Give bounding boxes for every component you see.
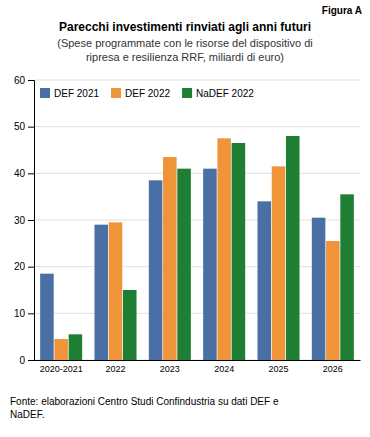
legend-label: NaDEF 2022	[196, 88, 254, 99]
x-axis: 2020-2021 2022 2023 2024 2025 2026	[35, 361, 361, 375]
y-tick: 30	[14, 215, 34, 226]
x-tick: 2023	[160, 364, 180, 374]
bar	[203, 169, 217, 360]
y-tick-mark	[28, 267, 34, 268]
bars	[40, 136, 354, 360]
y-tick-label: 0	[19, 355, 25, 366]
bar	[177, 169, 191, 360]
y-tick-label: 10	[14, 308, 26, 319]
x-axis-line	[35, 360, 361, 361]
legend: DEF 2021 DEF 2022 NaDEF 2022	[40, 88, 254, 99]
bar	[232, 143, 246, 360]
y-tick: 40	[14, 168, 34, 179]
y-tick-mark	[28, 220, 34, 221]
grid-line	[34, 220, 360, 221]
subtitle: (Spese programmate con le risorse del di…	[57, 37, 313, 49]
grid	[34, 80, 360, 360]
bar	[149, 180, 163, 360]
y-tick: 50	[14, 121, 34, 132]
legend-swatch	[40, 88, 50, 98]
bar	[69, 334, 83, 360]
x-tick: 2026	[323, 364, 343, 374]
grid-line	[34, 266, 360, 267]
x-tick-label: 2023	[160, 364, 180, 374]
x-tick: 2020-2021	[40, 364, 83, 374]
bar	[40, 274, 54, 360]
grid-line	[34, 126, 360, 127]
x-tick: 2024	[214, 364, 234, 374]
footnote: Fonte: elaborazioni Centro Studi Confind…	[10, 396, 279, 407]
legend-swatch	[111, 88, 121, 98]
y-tick-label: 30	[14, 215, 26, 226]
bar-series	[69, 136, 354, 360]
x-tick-label: 2024	[214, 364, 234, 374]
footnote: NaDEF.	[10, 409, 44, 420]
y-axis: 0 10 20 30 40 50 60	[14, 75, 35, 366]
grid-line	[34, 173, 360, 174]
y-tick-mark	[28, 127, 34, 128]
y-tick: 20	[14, 261, 34, 272]
bar	[340, 194, 354, 360]
bar	[123, 290, 137, 360]
x-tick-label: 2025	[268, 364, 288, 374]
y-tick-label: 60	[14, 75, 26, 86]
y-tick-mark	[28, 80, 34, 81]
bar	[286, 136, 300, 360]
legend-item: NaDEF 2022	[182, 88, 254, 99]
y-tick-label: 20	[14, 261, 26, 272]
bar	[54, 339, 68, 360]
grid-line	[34, 80, 360, 81]
bar	[217, 138, 231, 360]
y-tick-mark	[28, 360, 34, 361]
grid-line	[34, 313, 360, 314]
title: Parecchi investimenti rinviati agli anni…	[59, 20, 311, 34]
x-tick-label: 2022	[105, 364, 125, 374]
x-tick-label: 2026	[323, 364, 343, 374]
y-tick-label: 50	[14, 121, 26, 132]
bar	[109, 222, 123, 360]
y-tick-label: 40	[14, 168, 26, 179]
legend-item: DEF 2022	[111, 88, 170, 99]
legend-swatch	[182, 88, 192, 98]
y-tick-mark	[28, 313, 34, 314]
x-tick: 2022	[105, 364, 125, 374]
bar	[94, 225, 108, 360]
legend-label: DEF 2021	[54, 88, 99, 99]
x-tick-label: 2020-2021	[40, 364, 83, 374]
y-tick-mark	[28, 173, 34, 174]
y-tick: 0	[19, 355, 34, 366]
bar	[312, 218, 326, 360]
bar	[257, 201, 271, 360]
chart: Figura A Parecchi investimenti rinviati a…	[0, 0, 370, 437]
subtitle: ripresa e resilienza RRF, miliardi di eu…	[86, 51, 284, 63]
figure-label: Figura A	[322, 5, 362, 16]
y-axis-line	[28, 81, 35, 361]
bar	[272, 166, 286, 360]
grid-line	[34, 360, 360, 361]
bar	[326, 241, 340, 360]
legend-item: DEF 2021	[40, 88, 99, 99]
x-tick: 2025	[268, 364, 288, 374]
legend-label: DEF 2022	[125, 88, 170, 99]
bar	[163, 157, 177, 360]
y-tick: 10	[14, 308, 34, 319]
y-tick: 60	[14, 75, 34, 86]
